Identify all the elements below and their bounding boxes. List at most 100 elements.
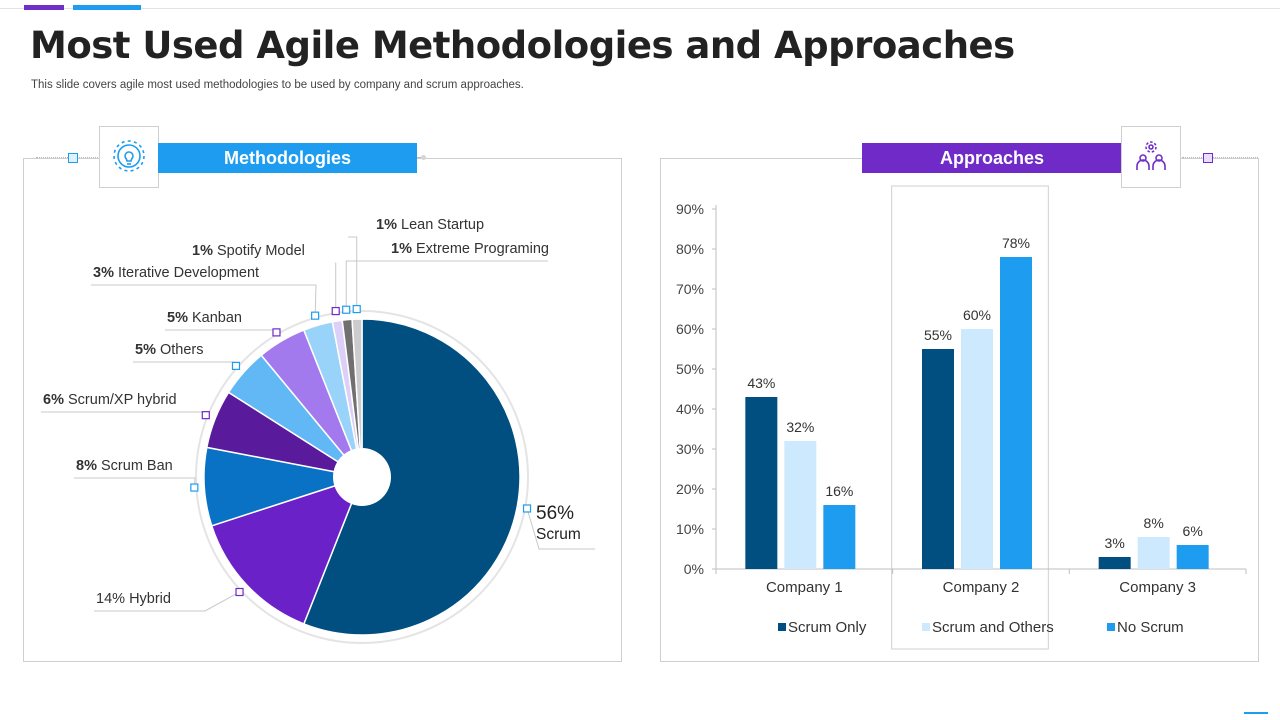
pie-label-name: Iterative Development: [118, 265, 259, 281]
leader-line-scrum-ban: [74, 477, 196, 488]
y-tick-label: 10%: [676, 521, 704, 537]
pie-label-name: Extreme Programing: [416, 241, 549, 257]
approaches-bar-chart: 0% 10% 20% 30% 40% 50% 60% 70% 80% 90% Company 1 Co…: [676, 185, 1247, 650]
bottom-accent-line: [1244, 712, 1268, 714]
bar-company-3-scrum-only: [1098, 557, 1131, 569]
leader-line-lean-startup: [348, 236, 358, 310]
y-tick-label: 50%: [676, 361, 704, 377]
methodologies-header-tail: [417, 157, 423, 158]
legend-label-no-scrum: No Scrum: [1117, 619, 1184, 636]
pie-label-name-scrum: Scrum: [536, 526, 581, 543]
methodologies-header: Methodologies: [158, 143, 417, 173]
approaches-icon-box: [1121, 126, 1181, 188]
pie-label-pct: 5%: [167, 310, 192, 326]
pie-label-name: Lean Startup: [401, 217, 484, 233]
leader-marker-iterative-development: [311, 311, 320, 320]
leader-line-extreme-programing: [345, 260, 548, 310]
bar-company-2-scrum-and-others: [961, 329, 993, 569]
bar-company-3-no-scrum: [1176, 545, 1209, 569]
bar-company-3-scrum-and-others: [1137, 537, 1170, 569]
y-tick-label: 80%: [676, 241, 704, 257]
pie-label-name: Hybrid: [129, 591, 171, 607]
y-tick-label: 40%: [676, 401, 704, 417]
leader-line-kanban: [165, 329, 277, 333]
page-subtitle: This slide covers agile most used method…: [31, 79, 524, 91]
pie-label-iterative-development: 3% Iterative Development: [93, 265, 259, 281]
pie-label-pct: 14%: [96, 591, 129, 607]
pie-label-pct-scrum: 56%: [536, 503, 574, 524]
pie-label-pct: 1%: [376, 217, 401, 233]
y-tick-label: 30%: [676, 441, 704, 457]
pie-label-hybrid: 14% Hybrid: [96, 591, 171, 607]
lightbulb-gear-icon: [113, 140, 145, 172]
pie-label-pct: 3%: [93, 265, 118, 281]
legend-label-scrum-and-others: Scrum and Others: [932, 619, 1054, 636]
leader-line-others: [133, 361, 237, 367]
leader-marker-scrum: [522, 504, 532, 513]
bar-value-label: 16%: [825, 483, 853, 499]
bar-value-label: 3%: [1105, 535, 1125, 551]
bar-company-1-no-scrum: [823, 505, 856, 569]
bar-value-label: 32%: [786, 419, 814, 435]
approaches-header: Approaches: [862, 143, 1122, 173]
pie-label-kanban: 5% Kanban: [167, 310, 242, 326]
approaches-connector: [1182, 157, 1258, 159]
legend-swatch-scrum-and-others: [922, 623, 930, 631]
page-title: Most Used Agile Methodologies and Approa…: [30, 24, 1015, 67]
bar-value-label: 8%: [1144, 515, 1164, 531]
pie-label-name: Spotify Model: [217, 243, 305, 259]
pie-label-pct: 6%: [43, 392, 68, 408]
pie-center-hole: [333, 448, 391, 506]
pie-label-pct: 1%: [192, 243, 217, 259]
team-gear-icon: [1136, 141, 1166, 170]
pie-label-scrum-ban: 8% Scrum Ban: [76, 458, 173, 474]
pie-label-name: Others: [160, 342, 204, 358]
bar-value-label: 60%: [963, 307, 991, 323]
y-tick-label: 20%: [676, 481, 704, 497]
leader-marker-lean-startup: [352, 304, 361, 314]
x-tick-label-company-1: Company 1: [766, 579, 843, 596]
y-tick-label: 60%: [676, 321, 704, 337]
bar-company-1-scrum-only: [745, 397, 778, 569]
legend-label-scrum-only: Scrum Only: [788, 619, 867, 636]
leader-marker-kanban: [272, 328, 281, 337]
leader-marker-hybrid: [235, 587, 244, 597]
methodologies-icon-box: [99, 126, 159, 188]
leader-marker-extreme-programing: [342, 305, 351, 314]
leader-line-scrum-xp-hybrid: [41, 411, 207, 416]
pie-label-extreme-programing: 1% Extreme Programing: [391, 241, 549, 257]
bar-company-2-no-scrum: [1000, 257, 1032, 569]
legend-swatch-no-scrum: [1107, 623, 1115, 631]
bar-value-label: 43%: [747, 375, 775, 391]
company-2-highlight-box: [891, 185, 1049, 650]
y-tick-label: 90%: [676, 201, 704, 217]
leader-marker-scrum-ban: [190, 483, 199, 492]
bar-value-label: 78%: [1002, 235, 1030, 251]
pie-label-spotify-model: 1% Spotify Model: [192, 243, 305, 259]
methodologies-pie-chart: 56% Scrum 14% Hybrid 8% Scrum Ban 6% Scrum/X…: [41, 217, 595, 644]
pie-label-scrum-xp-hybrid: 6% Scrum/XP hybrid: [43, 392, 177, 408]
y-tick-label: 70%: [676, 281, 704, 297]
pie-slice-lean-startup: [351, 318, 363, 478]
pie-label-name: Scrum/XP hybrid: [68, 392, 177, 408]
leader-line-hybrid: [94, 591, 240, 612]
pie-label-name: Scrum Ban: [101, 458, 173, 474]
bar-company-2-scrum-only: [922, 349, 954, 569]
pie-label-pct: 5%: [135, 342, 160, 358]
approaches-connector-square: [1203, 153, 1213, 163]
y-tick-label: 0%: [684, 561, 704, 577]
leader-marker-others: [231, 361, 241, 370]
pie-label-pct: 8%: [76, 458, 101, 474]
x-tick-label-company-3: Company 3: [1119, 579, 1196, 596]
pie-label-name: Kanban: [192, 310, 242, 326]
x-tick-label-company-2: Company 2: [943, 579, 1020, 596]
pie-label-lean-startup: 1% Lean Startup: [376, 217, 484, 233]
leader-marker-scrum-xp-hybrid: [201, 411, 210, 420]
leader-marker-spotify-model: [331, 306, 340, 316]
accent-bar-blue: [73, 5, 141, 10]
pie-slice-scrum: [302, 318, 521, 636]
pie-label-pct: 1%: [391, 241, 416, 257]
bar-company-1-scrum-and-others: [784, 441, 817, 569]
legend-swatch-scrum-only: [778, 623, 786, 631]
leader-line-scrum: [526, 508, 595, 550]
